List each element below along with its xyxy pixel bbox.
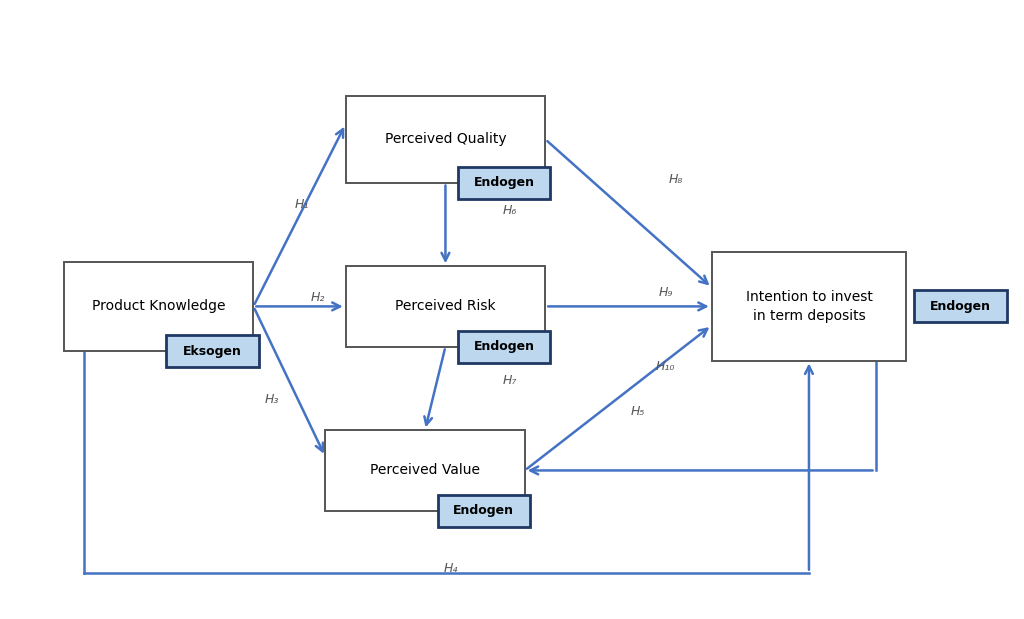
- Text: H₁₀: H₁₀: [656, 360, 675, 373]
- Text: Product Knowledge: Product Knowledge: [92, 300, 225, 313]
- Text: H₆: H₆: [503, 204, 517, 217]
- Text: Endogen: Endogen: [454, 504, 514, 517]
- Text: H₄: H₄: [443, 561, 458, 575]
- FancyBboxPatch shape: [346, 266, 545, 347]
- Text: Perceived Risk: Perceived Risk: [395, 300, 496, 313]
- Text: H₅: H₅: [631, 405, 645, 418]
- Text: Endogen: Endogen: [930, 300, 991, 313]
- Text: Endogen: Endogen: [474, 340, 535, 353]
- Text: H₂: H₂: [310, 290, 325, 304]
- FancyBboxPatch shape: [346, 96, 545, 183]
- FancyBboxPatch shape: [438, 495, 530, 527]
- FancyBboxPatch shape: [914, 290, 1007, 322]
- Text: Eksogen: Eksogen: [183, 345, 242, 358]
- Text: Perceived Quality: Perceived Quality: [385, 132, 506, 146]
- Text: H₈: H₈: [669, 173, 683, 186]
- FancyBboxPatch shape: [326, 430, 524, 511]
- Text: H₃: H₃: [264, 392, 279, 406]
- FancyBboxPatch shape: [167, 335, 259, 368]
- Text: Endogen: Endogen: [474, 176, 535, 189]
- FancyBboxPatch shape: [712, 253, 906, 360]
- FancyBboxPatch shape: [459, 167, 551, 199]
- Text: H₁: H₁: [295, 197, 309, 211]
- Text: H₉: H₉: [658, 285, 673, 299]
- Text: Intention to invest
in term deposits: Intention to invest in term deposits: [745, 290, 872, 322]
- FancyBboxPatch shape: [459, 331, 551, 363]
- FancyBboxPatch shape: [63, 261, 254, 352]
- Text: H₇: H₇: [503, 374, 517, 387]
- Text: Perceived Value: Perceived Value: [370, 464, 480, 477]
